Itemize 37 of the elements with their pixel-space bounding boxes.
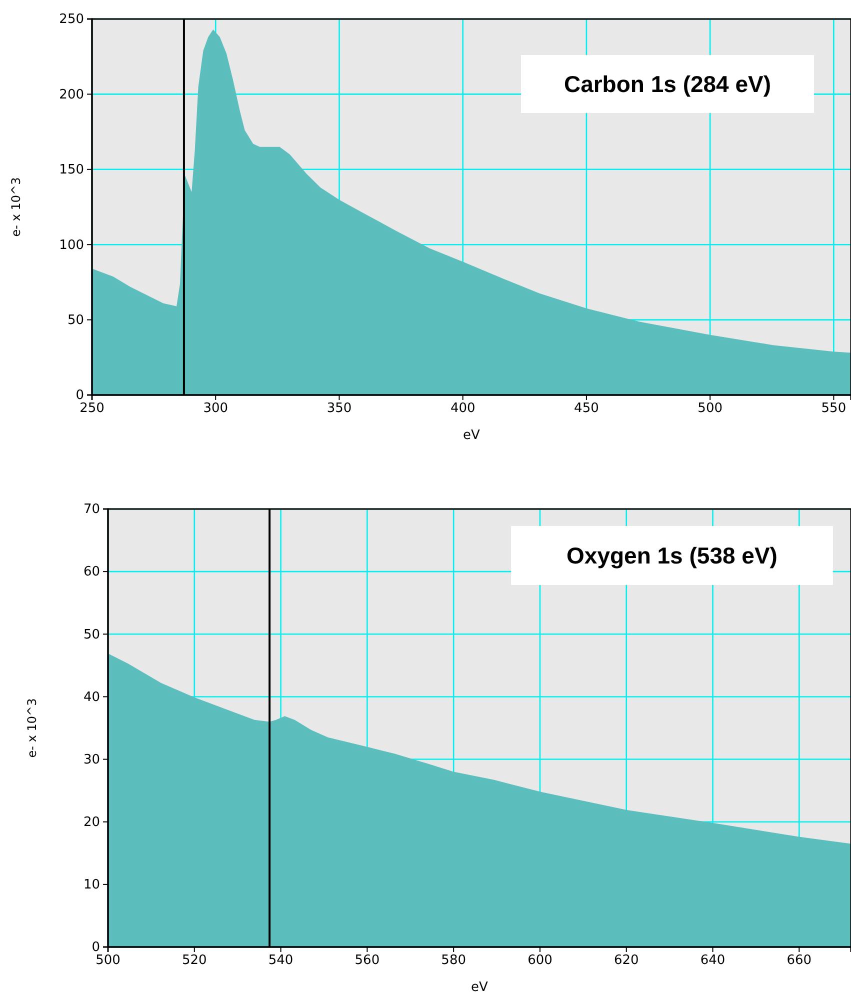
x-tick-label: 450 bbox=[574, 401, 599, 416]
x-tick-label: 300 bbox=[203, 401, 228, 416]
x-tick-label: 500 bbox=[698, 401, 722, 416]
x-tick-label: 520 bbox=[182, 953, 207, 968]
x-tick-label: 620 bbox=[614, 953, 639, 968]
x-tick-label: 400 bbox=[450, 401, 476, 416]
x-tick-label: 500 bbox=[96, 953, 120, 968]
x-tick-label: 640 bbox=[700, 953, 726, 968]
y-tick-label: 200 bbox=[59, 87, 84, 102]
y-tick-label: 10 bbox=[83, 878, 100, 893]
y-tick-label: 150 bbox=[59, 162, 84, 178]
y-axis-title: e- x 10^3 bbox=[25, 698, 39, 758]
x-tick-label: 350 bbox=[326, 401, 352, 416]
y-tick-label: 20 bbox=[83, 815, 100, 830]
x-tick-label: 560 bbox=[354, 953, 380, 968]
y-tick-label: 0 bbox=[92, 940, 100, 956]
x-tick-label: 580 bbox=[441, 953, 466, 968]
y-tick-label: 0 bbox=[76, 388, 84, 404]
x-tick-label: 550 bbox=[821, 401, 846, 416]
label-box: Carbon 1s (284 eV) bbox=[521, 55, 814, 113]
y-tick-label: 250 bbox=[59, 12, 84, 28]
annotation: Oxygen 1s (538 eV) bbox=[566, 542, 778, 568]
y-tick-label: 50 bbox=[83, 627, 100, 642]
y-tick-label: 30 bbox=[83, 752, 100, 768]
label-box: Oxygen 1s (538 eV) bbox=[511, 526, 833, 585]
y-tick-label: 60 bbox=[83, 564, 100, 580]
annotation: Carbon 1s (284 eV) bbox=[564, 71, 772, 97]
y-tick-label: 70 bbox=[83, 502, 100, 518]
y-axis-title: e- x 10^3 bbox=[9, 177, 23, 237]
y-tick-label: 50 bbox=[67, 312, 84, 328]
x-tick-label: 600 bbox=[528, 953, 552, 968]
x-tick-label: 540 bbox=[268, 953, 294, 968]
x-tick-label: 660 bbox=[786, 953, 812, 968]
y-tick-label: 100 bbox=[59, 238, 84, 253]
x-axis-title: eV bbox=[471, 980, 488, 995]
x-axis-title: eV bbox=[463, 428, 480, 443]
y-tick-label: 40 bbox=[83, 690, 100, 705]
